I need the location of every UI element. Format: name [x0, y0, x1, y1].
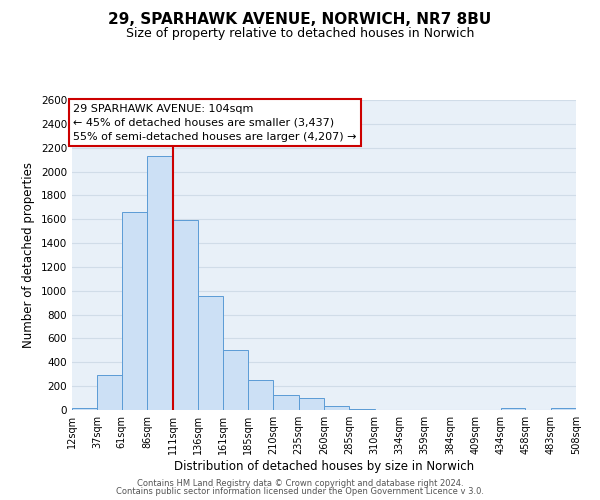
Bar	[198, 296, 223, 410]
Bar	[551, 408, 576, 410]
Bar	[324, 406, 349, 410]
Text: Contains HM Land Registry data © Crown copyright and database right 2024.: Contains HM Land Registry data © Crown c…	[137, 478, 463, 488]
Text: 29, SPARHAWK AVENUE, NORWICH, NR7 8BU: 29, SPARHAWK AVENUE, NORWICH, NR7 8BU	[109, 12, 491, 28]
Text: Size of property relative to detached houses in Norwich: Size of property relative to detached ho…	[126, 28, 474, 40]
X-axis label: Distribution of detached houses by size in Norwich: Distribution of detached houses by size …	[174, 460, 474, 473]
Bar	[122, 212, 147, 410]
Text: 29 SPARHAWK AVENUE: 104sqm
← 45% of detached houses are smaller (3,437)
55% of s: 29 SPARHAWK AVENUE: 104sqm ← 45% of deta…	[73, 104, 356, 142]
Text: Contains public sector information licensed under the Open Government Licence v : Contains public sector information licen…	[116, 487, 484, 496]
Bar	[72, 408, 97, 410]
Bar	[173, 220, 198, 410]
Bar	[97, 375, 122, 410]
Bar	[501, 408, 525, 410]
Bar	[223, 350, 248, 410]
Bar	[273, 395, 299, 410]
Bar	[349, 409, 375, 410]
Bar	[248, 380, 273, 410]
Bar	[299, 398, 324, 410]
Y-axis label: Number of detached properties: Number of detached properties	[22, 162, 35, 348]
Bar	[147, 156, 173, 410]
